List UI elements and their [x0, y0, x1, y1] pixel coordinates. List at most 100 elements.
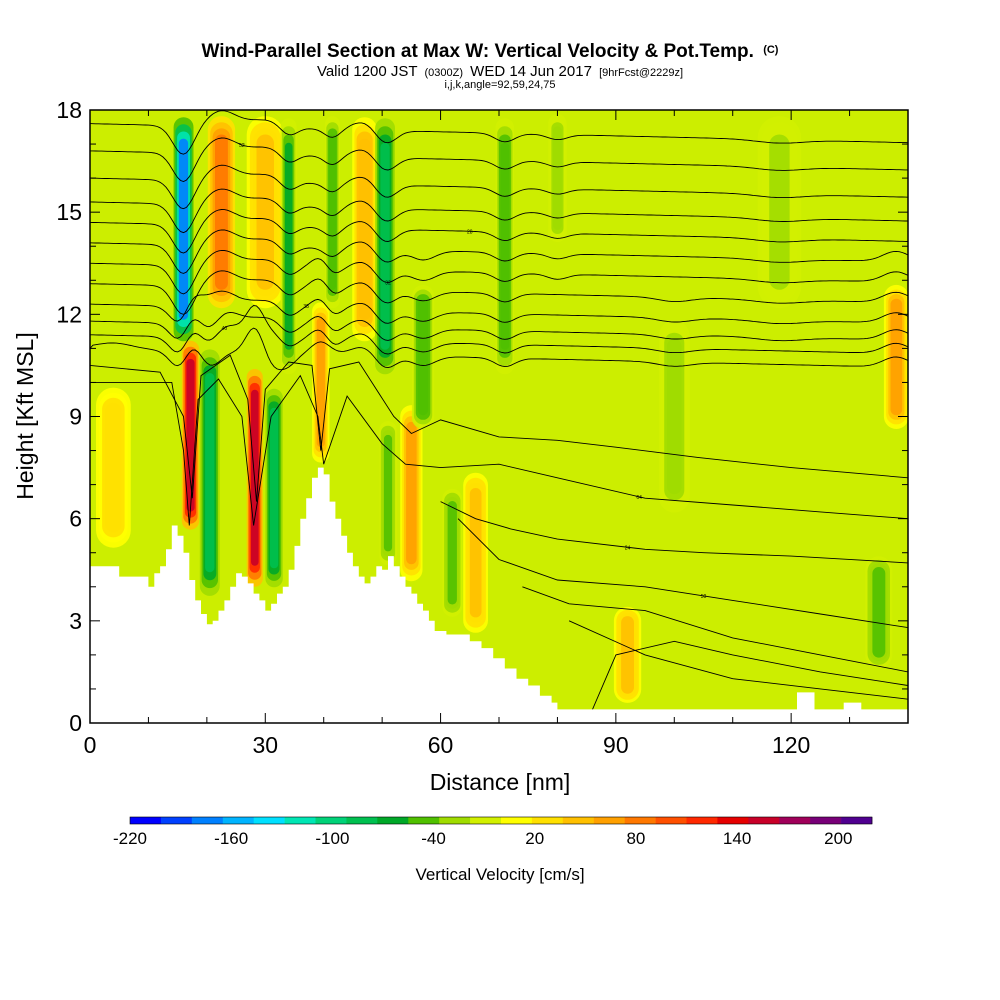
colorbar-tick-label: 80 — [626, 829, 645, 848]
velocity-cell-12-band-3 — [383, 434, 393, 552]
colorbar-swatch — [717, 817, 749, 824]
chart-title: Wind-Parallel Section at Max W: Vertical… — [202, 41, 779, 62]
y-tick-label: 0 — [69, 710, 82, 736]
y-tick-label: 18 — [56, 97, 82, 123]
theta-contour-label-3: 38 — [303, 304, 309, 310]
velocity-cell-15-band-3 — [447, 501, 457, 605]
theta-contour-3 — [90, 290, 908, 325]
chart-subtitle: Valid 1200 JST (0300Z) WED 14 Jun 2017 [… — [317, 63, 683, 80]
velocity-cell-2-band-3 — [205, 373, 215, 573]
velocity-cell-17-band-3 — [500, 142, 510, 350]
y-tick-label: 12 — [56, 301, 82, 327]
velocity-cell-9-band-3 — [329, 134, 336, 290]
velocity-cell-6-band-3 — [256, 134, 274, 290]
y-tick-label: 9 — [69, 404, 82, 430]
colorbar-swatch — [130, 817, 162, 824]
theta-contour-lower-3 — [457, 518, 908, 629]
colorbar-tick-label: 140 — [723, 829, 751, 848]
y-axis: 0 3 6 9 12 15 18 — [56, 97, 908, 736]
vertical-velocity-field — [96, 114, 908, 703]
subtitle-fcst: [9hrFcst@2229z] — [599, 67, 683, 79]
theta-contour-7 — [90, 209, 908, 254]
theta-contour-9 — [90, 164, 908, 210]
velocity-cell-5-band-3 — [270, 407, 279, 569]
colorbar-swatch — [408, 817, 440, 824]
y-axis-label: Height [Kft MSL] — [12, 332, 38, 499]
velocity-cell-20-band-3 — [667, 338, 682, 495]
theta-contour-lower-label-3: 50 — [701, 594, 707, 600]
colorbar-swatch — [562, 817, 594, 824]
subtitle-utc: (0300Z) — [424, 67, 463, 79]
colorbar-tick-label: -220 — [113, 829, 147, 848]
colorbar-ticks: -220 -160 -100 -40 20 80 140 200 — [113, 829, 853, 848]
colorbar-tick-label: 20 — [525, 829, 544, 848]
colorbar-swatch — [810, 817, 842, 824]
velocity-cell-3-band-3 — [215, 134, 228, 290]
plot-area: 40 38 32 28 52 64 24 50 — [90, 110, 908, 723]
velocity-cell-18-band-3 — [553, 126, 562, 230]
colorbar-tick-label: -40 — [421, 829, 446, 848]
theta-contour-lower-0 — [90, 354, 908, 502]
x-axis: 0 30 60 90 120 — [84, 110, 909, 758]
colorbar-swatch — [253, 817, 285, 824]
theta-contour-lower-4 — [522, 586, 908, 673]
velocity-cell-11-band-3 — [380, 142, 390, 350]
colorbar-swatch — [501, 817, 533, 824]
theta-contour-1 — [90, 305, 908, 355]
colorbar-swatch — [222, 817, 254, 824]
theta-contour-10 — [90, 137, 908, 182]
velocity-cell-19-band-3 — [621, 616, 634, 694]
theta-contour-11 — [90, 110, 908, 155]
colorbar-frame — [129, 816, 873, 825]
title-suffix: (C) — [763, 44, 779, 56]
colorbar-label: Vertical Velocity [cm/s] — [415, 865, 584, 884]
theta-contour-label-7: 28 — [467, 229, 473, 235]
colorbar-swatch — [346, 817, 378, 824]
y-tick-label: 15 — [56, 199, 82, 225]
velocity-cell-7-band-3 — [284, 142, 293, 350]
velocity-cell-21-band-3 — [872, 567, 886, 658]
x-axis-label: Distance [nm] — [430, 769, 571, 795]
colorbar-swatch — [315, 817, 347, 824]
x-tick-label: 120 — [772, 732, 810, 758]
theta-contour-2 — [90, 311, 908, 342]
velocity-cell-13-band-3 — [406, 421, 417, 565]
velocity-cell-8-band-3 — [316, 317, 325, 448]
colorbar-tick-label: -100 — [315, 829, 349, 848]
terrain-mask — [90, 467, 908, 723]
colorbar-tick-label: -160 — [214, 829, 248, 848]
velocity-cell-24-band-3 — [769, 134, 790, 290]
velocity-cell-14-band-3 — [417, 298, 429, 416]
velocity-cell-16-band-3 — [469, 488, 482, 618]
colorbar-swatch — [284, 817, 316, 824]
theta-contour-lower-5 — [568, 620, 908, 700]
colorbar-swatch — [686, 817, 718, 824]
colorbar-swatch — [160, 817, 193, 824]
x-tick-label: 90 — [603, 732, 629, 758]
colorbar-swatch — [655, 817, 687, 824]
colorbar-swatch — [779, 817, 811, 824]
theta-contour-lower-label-1: 64 — [636, 495, 642, 501]
theta-contour-label-1: 40 — [222, 326, 228, 332]
x-tick-label: 60 — [428, 732, 454, 758]
colorbar — [129, 816, 873, 825]
colorbar-swatch — [593, 817, 625, 824]
y-tick-label: 6 — [69, 506, 82, 532]
theta-contour-label-5: 32 — [385, 281, 391, 287]
velocity-cell-10-band-3 — [358, 138, 371, 320]
colorbar-swatch — [748, 817, 780, 824]
colorbar-swatch — [439, 817, 471, 824]
colorbar-swatch — [191, 817, 223, 824]
velocity-cell-0-band-3 — [178, 138, 189, 320]
theta-contour-label-10: 52 — [239, 143, 245, 149]
theta-contour-lower-6 — [592, 640, 908, 710]
theta-contour-8 — [90, 188, 908, 234]
potential-temperature-contours: 40 38 32 28 52 64 24 50 — [90, 110, 908, 710]
velocity-cell-23-band-3 — [105, 402, 122, 533]
colorbar-swatch — [470, 817, 502, 824]
y-tick-label: 3 — [69, 608, 82, 634]
theta-contour-lower-2 — [440, 501, 908, 564]
theta-contour-lower-1 — [90, 374, 908, 526]
subtitle-valid: Valid 1200 JST — [317, 63, 417, 80]
